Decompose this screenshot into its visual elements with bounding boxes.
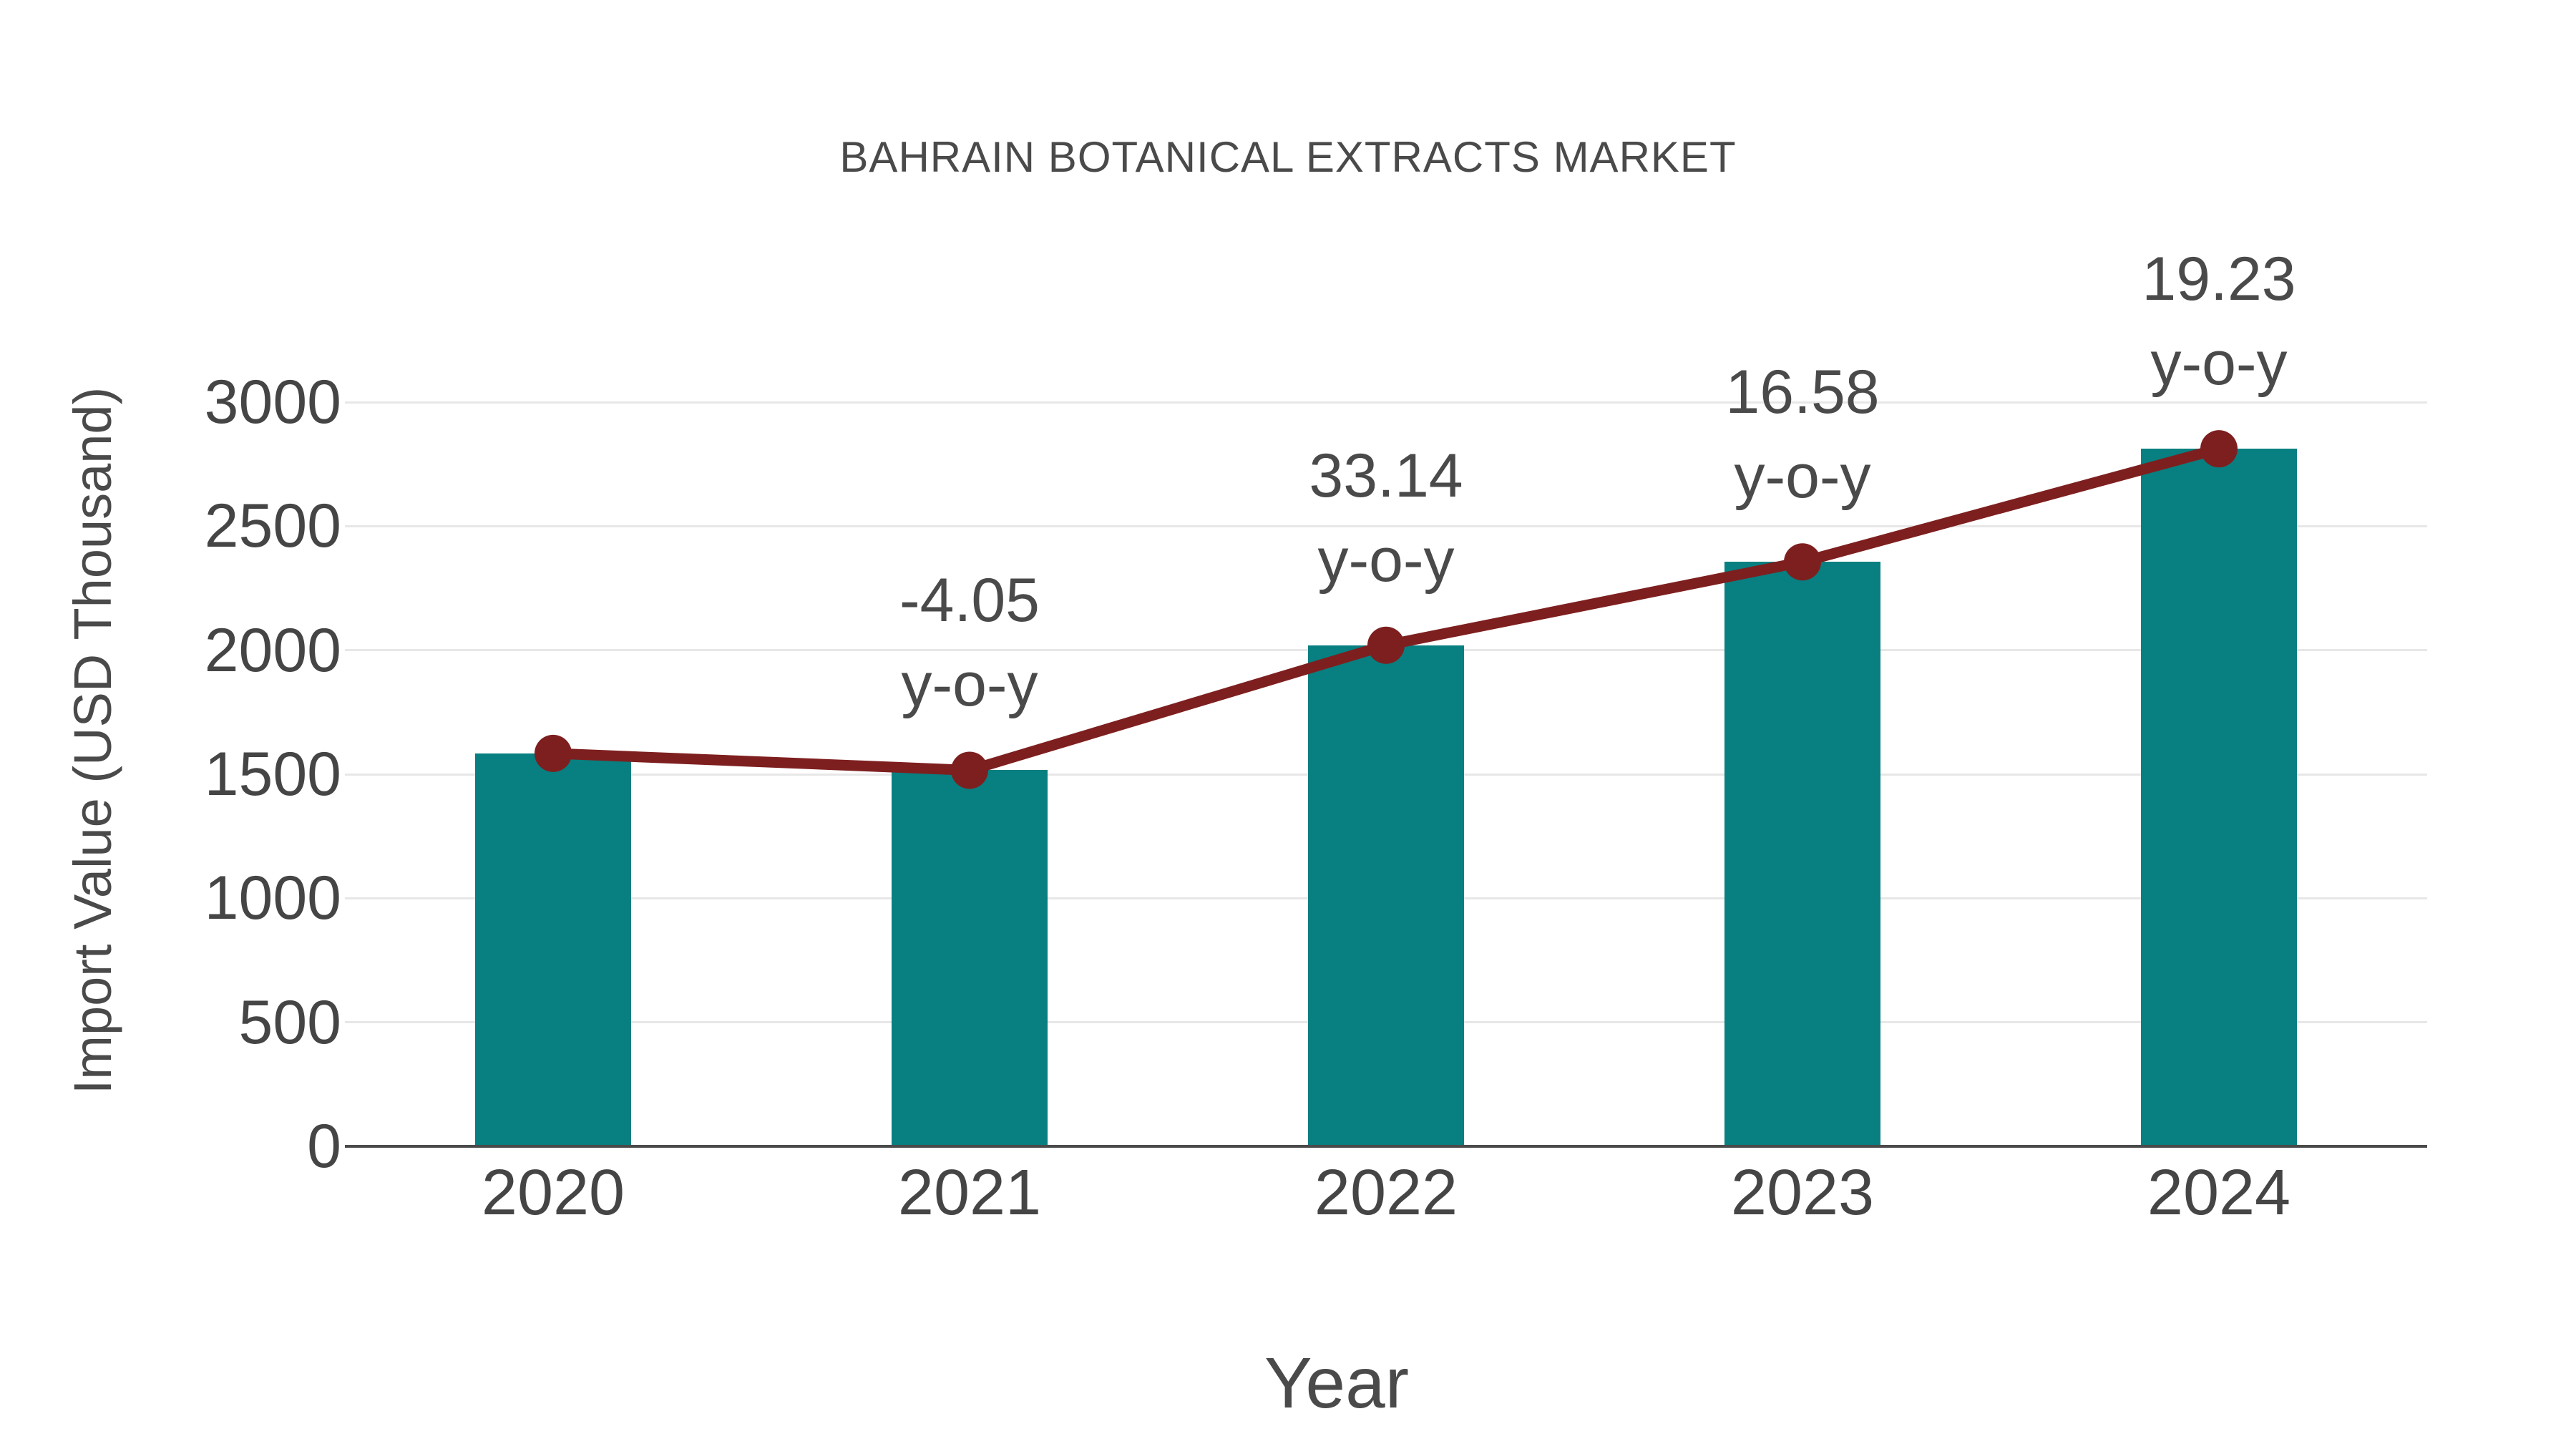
y-tick-label: 2500 <box>204 492 341 561</box>
bar-2022 <box>1308 645 1464 1146</box>
y-tick-label: 500 <box>238 987 342 1057</box>
yoy-annotation-label-2021: y-o-y <box>901 650 1038 720</box>
x-tick-label-2020: 2020 <box>481 1157 625 1229</box>
yoy-annotation-value-2024: 19.23 <box>2142 245 2296 314</box>
yoy-annotation-label-2023: y-o-y <box>1734 442 1871 512</box>
bar-2020 <box>475 753 631 1146</box>
yoy-annotation-label-2022: y-o-y <box>1317 525 1455 595</box>
bar-2021 <box>892 770 1048 1146</box>
bar-2024 <box>2141 449 2297 1146</box>
yoy-annotation-label-2024: y-o-y <box>2150 329 2288 399</box>
chart-title: BAHRAIN BOTANICAL EXTRACTS MARKET <box>839 133 1737 181</box>
x-tick-label-2021: 2021 <box>897 1157 1042 1229</box>
x-tick-label-2023: 2023 <box>1730 1157 1875 1229</box>
yoy-annotation-value-2021: -4.05 <box>899 566 1040 635</box>
y-tick-label: 1000 <box>204 864 341 933</box>
yoy-annotation-value-2023: 16.58 <box>1725 358 1880 427</box>
x-axis-title: Year <box>1264 1343 1410 1423</box>
x-tick-label-2022: 2022 <box>1314 1157 1458 1229</box>
yoy-annotation-value-2022: 33.14 <box>1309 441 1463 510</box>
x-tick-label-2024: 2024 <box>2147 1157 2291 1229</box>
x-axis-line <box>345 1145 2427 1148</box>
y-tick-label: 3000 <box>204 368 341 436</box>
y-gridline <box>345 401 2427 404</box>
bar-2023 <box>1724 562 1880 1146</box>
y-tick-label: 2000 <box>204 615 341 685</box>
y-axis-title: Import Value (USD Thousand) <box>63 386 122 1095</box>
y-tick-label: 1500 <box>204 740 341 809</box>
y-tick-label: 0 <box>307 1112 341 1181</box>
